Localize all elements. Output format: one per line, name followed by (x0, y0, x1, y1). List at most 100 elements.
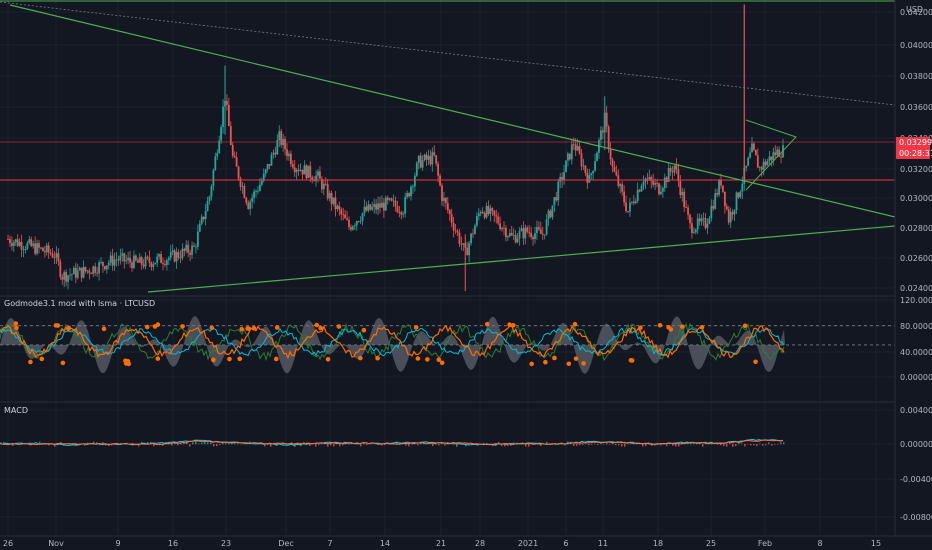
candle-body (762, 161, 765, 170)
macd-histogram-bar (531, 444, 533, 445)
candle-body (609, 148, 612, 160)
candle-body (514, 234, 517, 243)
candle-body (663, 177, 666, 188)
time-axis[interactable]: 26 Nov 9 16 23 Dec 7 14 21 28 2021 6 11 18 25 Feb 8 15 (3, 539, 881, 548)
candle-body (212, 170, 215, 187)
candle-body (601, 130, 604, 133)
candle-body (708, 218, 711, 224)
time-label-6: 7 (327, 539, 332, 548)
candle-body (596, 152, 598, 162)
candle-body (103, 266, 106, 270)
macd-histogram-bar (366, 444, 368, 446)
candle-body (518, 231, 521, 239)
osc-dot (180, 324, 185, 329)
candle-body (167, 257, 170, 261)
macd-histogram-bar (759, 443, 761, 445)
candle-body (441, 185, 443, 201)
candle-body (737, 192, 740, 198)
candle-body (293, 167, 296, 173)
time-label-5: Dec (278, 539, 293, 548)
candle-body (109, 255, 112, 263)
candle-body (460, 243, 463, 245)
macd-histogram-bar (504, 444, 506, 447)
candle-body (322, 183, 325, 190)
candle-body (661, 187, 664, 192)
candle-body (468, 243, 471, 256)
osc-dot (566, 361, 572, 367)
oscillator-title[interactable]: Godmode3.1 mod with lsma · LTCUSD (4, 299, 155, 308)
price-pane[interactable] (0, 0, 896, 293)
macd-histogram-bar (105, 444, 107, 446)
macd-histogram-bar (360, 444, 362, 447)
osc-dot (246, 326, 252, 331)
candle-body (309, 165, 312, 178)
candle-body (175, 251, 178, 262)
candle-body (720, 180, 722, 186)
candle-body (516, 238, 519, 243)
candle-body (568, 153, 571, 160)
osc-dot (699, 324, 705, 330)
candle-body (599, 130, 602, 140)
candle-body (758, 167, 761, 169)
osc-dot (439, 360, 445, 366)
candle-body (704, 217, 707, 228)
macd-histogram-bar (246, 443, 248, 445)
macd-histogram-bar (525, 444, 527, 447)
candle-body (495, 215, 498, 217)
candle-body (22, 249, 25, 251)
ascending-trendline (147, 225, 896, 293)
macd-histogram-bar (432, 444, 434, 447)
candle-body (539, 229, 542, 234)
macd-histogram-bar (579, 444, 581, 446)
candle-body (638, 189, 641, 192)
candle-body (200, 216, 203, 224)
candle-body (233, 155, 236, 158)
candle-body (258, 184, 261, 191)
countdown-value: 00:28:31 (899, 149, 932, 158)
macd-histogram-bar (219, 444, 221, 446)
osc-dot (511, 322, 516, 328)
osc-dot (573, 356, 579, 361)
time-label-10: 2021 (518, 539, 538, 548)
macd-histogram-bar (666, 444, 668, 447)
macd-histogram-bar (720, 444, 722, 446)
time-label-12: 11 (598, 539, 608, 548)
candle-body (229, 126, 232, 145)
candle-body (324, 183, 327, 185)
candle-body (239, 178, 242, 187)
candle-body (710, 205, 713, 219)
candle-body (590, 173, 593, 176)
macd-pane[interactable]: MACD (0, 406, 785, 447)
candle-body (772, 152, 775, 161)
candle-body (613, 166, 616, 172)
macd-histogram-bar (762, 444, 764, 446)
time-label-8: 21 (436, 539, 446, 548)
candle-body (706, 223, 709, 228)
candle-body (274, 152, 277, 155)
macd-title[interactable]: MACD (4, 406, 28, 415)
macd-histogram-bar (174, 442, 176, 445)
osc-dot (552, 355, 557, 361)
candle-body (667, 167, 670, 182)
macd-histogram-bar (540, 444, 542, 447)
candle-body (522, 228, 525, 239)
osc-dot (227, 356, 232, 362)
candle-body (520, 228, 523, 232)
candle-body (278, 131, 281, 140)
candle-body (634, 201, 637, 204)
candle-body (419, 155, 422, 168)
candle-body (208, 196, 211, 201)
candle-body (30, 239, 33, 246)
osc-dot (375, 355, 380, 361)
time-label-14: 25 (706, 539, 716, 548)
macd-histogram-bar (216, 444, 218, 447)
macd-histogram-bar (12, 444, 14, 446)
oscillator-pane[interactable]: Godmode3.1 mod with lsma · LTCUSD (0, 299, 895, 374)
candle-body (384, 197, 387, 211)
